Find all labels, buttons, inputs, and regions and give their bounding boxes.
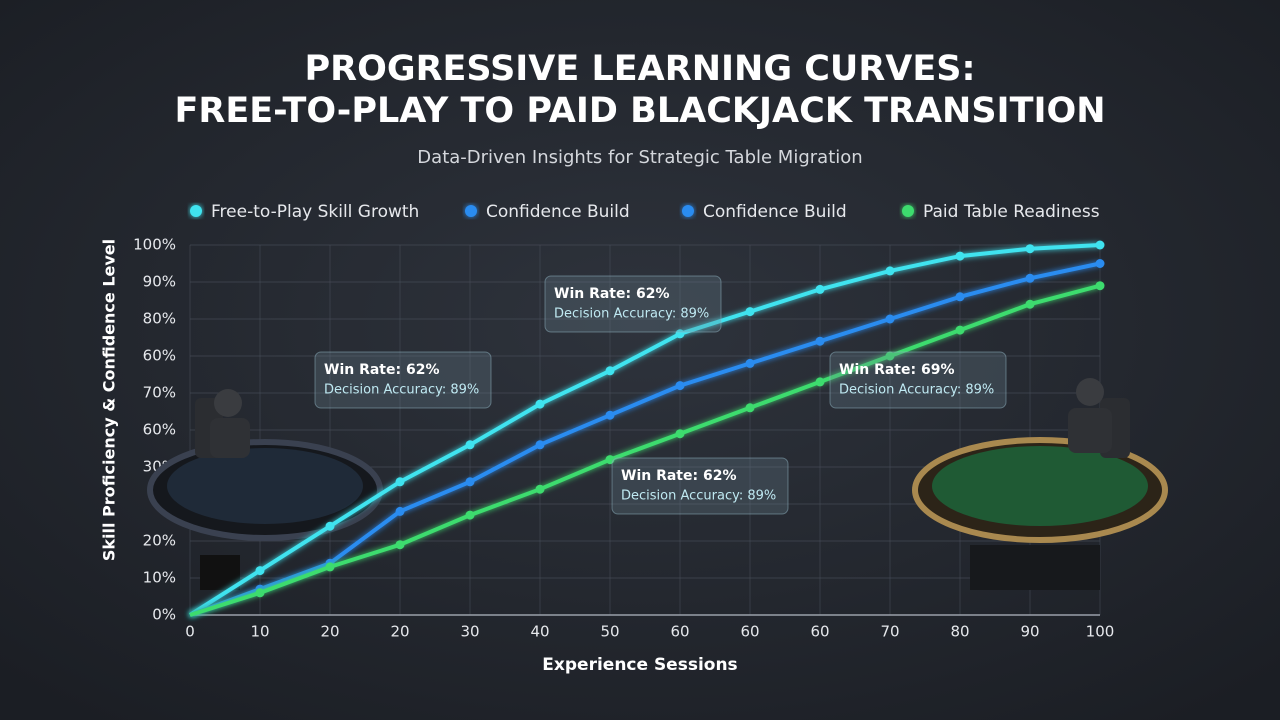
- x-tick-label: 60: [810, 623, 829, 641]
- x-tick-label: 0: [185, 623, 195, 641]
- legend-marker: [682, 205, 694, 217]
- data-point: [1025, 244, 1035, 254]
- legend-marker: [902, 205, 914, 217]
- data-point: [815, 284, 825, 294]
- annotation-text: Decision Accuracy: 89%: [554, 307, 709, 322]
- data-point: [745, 403, 755, 413]
- data-point: [395, 540, 405, 550]
- y-tick-label: 70%: [143, 384, 176, 402]
- data-point: [1025, 299, 1035, 309]
- data-point: [535, 484, 545, 494]
- data-point: [885, 266, 895, 276]
- chart-title: FREE-TO-PLAY TO PAID BLACKJACK TRANSITIO…: [174, 91, 1105, 131]
- x-tick-label: 20: [320, 623, 339, 641]
- data-point: [1095, 281, 1105, 291]
- annotation-title: Win Rate: 62%: [554, 286, 669, 302]
- paid-player-body: [1068, 408, 1112, 453]
- x-tick-label: 40: [530, 623, 549, 641]
- y-tick-label: 0%: [152, 606, 176, 624]
- free-table-base: [200, 555, 240, 590]
- annotation-text: Decision Accuracy: 89%: [839, 383, 994, 398]
- y-tick-label: 90%: [143, 273, 176, 291]
- series-line: [189, 261, 1101, 617]
- x-tick-label: 90: [1020, 623, 1039, 641]
- series-line: [189, 283, 1101, 617]
- legend-label: Confidence Build: [703, 202, 847, 222]
- data-point: [885, 314, 895, 324]
- data-point: [255, 566, 265, 576]
- x-axis-title: Experience Sessions: [542, 655, 737, 675]
- data-point: [605, 366, 615, 376]
- y-tick-label: 80%: [143, 310, 176, 328]
- x-tick-label: 70: [880, 623, 899, 641]
- data-point: [955, 325, 965, 335]
- data-point: [465, 477, 475, 487]
- data-point: [395, 477, 405, 487]
- x-tick-label: 80: [950, 623, 969, 641]
- annotation-title: Win Rate: 62%: [324, 362, 439, 378]
- data-point: [675, 429, 685, 439]
- data-point: [815, 336, 825, 346]
- data-point: [675, 381, 685, 391]
- data-point: [1025, 273, 1035, 283]
- data-point: [885, 351, 895, 361]
- data-point: [605, 410, 615, 420]
- annotation-text: Decision Accuracy: 89%: [621, 489, 776, 504]
- free-table-felt: [167, 448, 363, 524]
- data-point: [955, 251, 965, 261]
- free-player-body: [210, 418, 250, 458]
- data-point: [395, 506, 405, 516]
- data-point: [325, 521, 335, 531]
- free-player: [214, 389, 242, 417]
- data-point: [745, 358, 755, 368]
- annotation-title: Win Rate: 69%: [839, 362, 954, 378]
- x-tick-label: 10: [250, 623, 269, 641]
- chart-title: PROGRESSIVE LEARNING CURVES:: [304, 49, 975, 89]
- data-point: [955, 292, 965, 302]
- x-tick-label: 50: [600, 623, 619, 641]
- paid-player: [1076, 378, 1104, 406]
- paid-table-base: [970, 545, 1100, 590]
- x-tick-label: 100: [1086, 623, 1115, 641]
- series-line: [188, 243, 1101, 617]
- y-tick-label: 10%: [143, 569, 176, 587]
- data-point: [1095, 259, 1105, 268]
- data-point: [535, 399, 545, 409]
- x-tick-label: 60: [670, 623, 689, 641]
- legend-label: Confidence Build: [486, 202, 630, 222]
- legend-marker: [465, 205, 477, 217]
- annotation-box: [829, 351, 1007, 409]
- annotation-box: [314, 351, 492, 409]
- x-tick-label: 20: [390, 623, 409, 641]
- y-tick-label: 100%: [133, 236, 176, 254]
- annotation-box: [611, 457, 789, 515]
- annotation-box: [544, 275, 722, 333]
- data-point: [745, 307, 755, 317]
- annotation-text: Decision Accuracy: 89%: [324, 383, 479, 398]
- data-point: [465, 510, 475, 520]
- legend-marker: [190, 205, 202, 217]
- data-point: [325, 562, 335, 572]
- y-tick-label: 60%: [143, 347, 176, 365]
- x-tick-label: 30: [460, 623, 479, 641]
- y-axis-title: Skill Proficiency & Confidence Level: [100, 239, 119, 561]
- legend-label: Paid Table Readiness: [923, 202, 1100, 222]
- data-point: [255, 588, 265, 598]
- y-tick-label: 60%: [143, 421, 176, 439]
- illustrations: [147, 378, 1168, 590]
- data-point: [1095, 240, 1105, 250]
- annotation-title: Win Rate: 62%: [621, 468, 736, 484]
- y-tick-label: 20%: [143, 532, 176, 550]
- paid-table-felt: [932, 446, 1148, 526]
- data-point: [465, 440, 475, 450]
- legend-label: Free-to-Play Skill Growth: [211, 202, 419, 222]
- data-point: [815, 377, 825, 387]
- x-tick-label: 60: [740, 623, 759, 641]
- chart-subtitle: Data-Driven Insights for Strategic Table…: [417, 147, 862, 168]
- data-point: [535, 440, 545, 450]
